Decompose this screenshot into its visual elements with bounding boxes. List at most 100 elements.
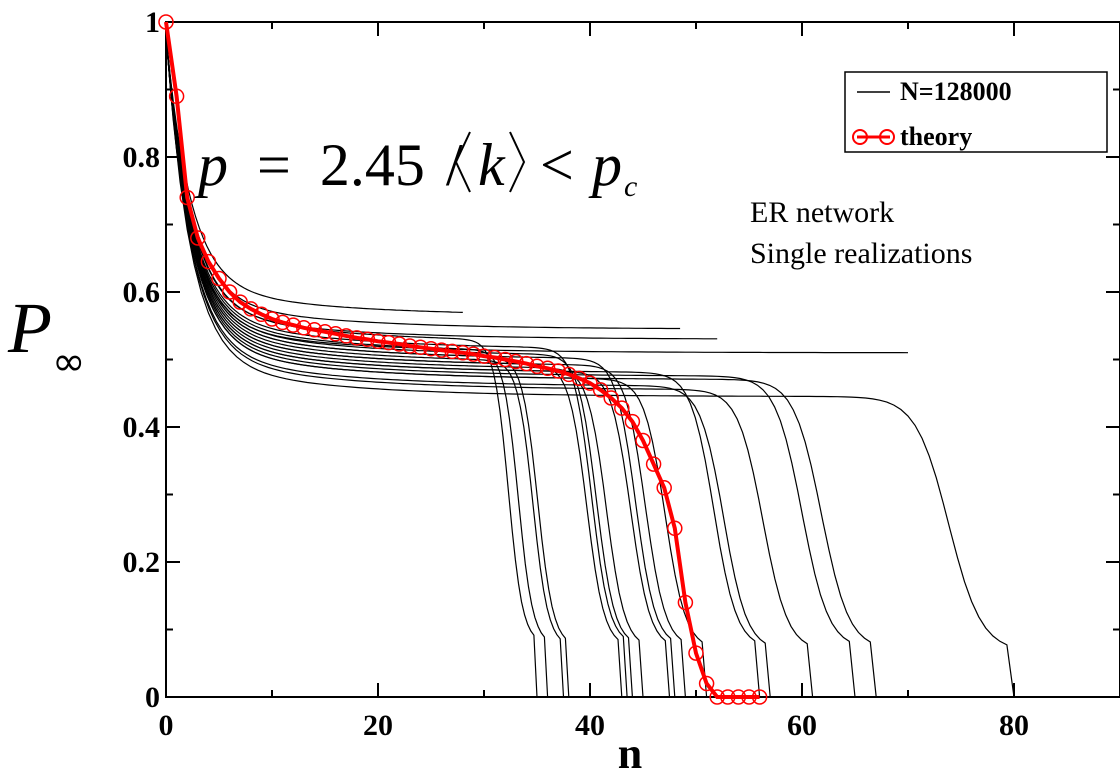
realization-line <box>165 35 814 698</box>
realization-line <box>165 35 771 698</box>
realization-line <box>165 35 1015 698</box>
y-tick-label: 0.4 <box>123 411 161 444</box>
x-tick-label: 60 <box>787 709 817 742</box>
axis-ticks <box>165 21 1120 698</box>
formula-right-angle <box>509 131 526 193</box>
theory-point <box>465 346 482 362</box>
theory-point <box>539 360 556 377</box>
theory-point <box>391 336 407 352</box>
annotation-single-realizations: Single realizations <box>750 237 972 270</box>
formula-left-angle <box>454 131 471 193</box>
theory-point <box>561 366 577 383</box>
theory-point <box>158 14 174 30</box>
theory-point <box>645 456 662 472</box>
theory-point <box>402 338 418 354</box>
theory-point <box>677 594 694 611</box>
theory-point <box>264 311 280 327</box>
theory-point <box>497 351 513 368</box>
formula-lt: < <box>540 132 574 198</box>
theory-point <box>370 333 386 350</box>
formula-pc-subscript: c <box>624 170 637 203</box>
theory-point <box>571 370 588 387</box>
theory-point <box>285 317 301 333</box>
theory-point <box>412 339 429 356</box>
realization-line <box>165 35 877 698</box>
legend: N=128000 theory <box>844 71 1108 153</box>
theory-point <box>529 358 545 375</box>
theory-point <box>476 348 492 364</box>
theory-point <box>274 314 291 331</box>
y-tick-label: 0.2 <box>123 546 161 579</box>
theory-point <box>741 689 757 705</box>
realization-line <box>165 35 686 698</box>
y-tick-label: 0.6 <box>123 276 161 309</box>
theory-point <box>380 334 397 351</box>
theory-point <box>667 520 683 537</box>
formula-p: p <box>194 132 228 198</box>
realization-lines <box>165 35 1015 698</box>
theory-point <box>200 253 217 270</box>
theory-point <box>730 689 747 705</box>
x-tick-label: 20 <box>363 709 393 742</box>
theory-point <box>190 230 206 246</box>
theory-point <box>656 480 672 496</box>
legend-box <box>844 71 1108 153</box>
y-tick-label: 0.8 <box>123 141 161 174</box>
tick-labels: 0 20 40 60 80 0 0.2 0.4 0.6 0.8 1 <box>123 6 1030 742</box>
theory-point <box>253 306 270 323</box>
theory-point <box>168 88 185 105</box>
theory-point <box>603 390 619 406</box>
realization-line-plateau <box>165 35 909 354</box>
theory-point <box>518 355 535 372</box>
formula-annotation: p = 2.45 / k < p c <box>194 131 637 203</box>
theory-point <box>508 353 524 370</box>
theory-point <box>359 331 376 348</box>
theory-point <box>179 189 195 206</box>
x-tick-label: 0 <box>159 709 174 742</box>
svg-text:p = 2.45 /: p = 2.45 / <box>194 132 463 198</box>
theory-point <box>433 342 450 358</box>
annotation-er-network: ER network <box>750 196 894 229</box>
theory-point <box>211 270 227 287</box>
x-tick-label: 80 <box>999 709 1029 742</box>
formula-slash: / <box>446 132 463 198</box>
theory-point <box>592 382 609 398</box>
theory-point <box>296 320 312 336</box>
theory-point <box>221 284 238 300</box>
theory-point <box>635 432 651 449</box>
theory-point <box>614 400 630 416</box>
theory-point <box>550 363 566 379</box>
y-axis-label-subscript: ∞ <box>52 339 85 385</box>
y-tick-label: 0 <box>145 681 160 714</box>
formula-pc: p <box>588 132 622 198</box>
theory-point <box>306 322 323 338</box>
formula-k: k <box>478 132 506 198</box>
realization-line <box>165 35 565 698</box>
theory-point <box>624 413 641 430</box>
realization-line-plateau <box>165 35 718 340</box>
theory-series <box>158 14 768 705</box>
theory-point <box>720 689 736 705</box>
formula-eq: = <box>257 132 291 198</box>
y-tick-label: 1 <box>145 6 160 39</box>
legend-marker-red-left <box>852 129 868 145</box>
theory-point <box>698 675 715 692</box>
theory-point <box>709 689 725 705</box>
legend-label-theory: theory <box>900 122 972 151</box>
realization-line <box>165 35 761 698</box>
theory-point <box>455 345 471 361</box>
theory-point <box>688 645 704 661</box>
legend-label-n128000: N=128000 <box>900 77 1012 106</box>
theory-point <box>327 326 344 342</box>
theory-point <box>423 340 439 357</box>
x-axis-label: n <box>618 729 642 777</box>
theory-point <box>444 343 460 360</box>
theory-point <box>486 349 503 366</box>
legend-marker-red-right <box>879 129 895 145</box>
theory-point <box>317 324 333 340</box>
x-tick-label: 40 <box>575 709 605 742</box>
formula-value: 2.45 <box>320 132 425 198</box>
theory-point <box>349 330 365 346</box>
theory-point <box>338 328 354 344</box>
